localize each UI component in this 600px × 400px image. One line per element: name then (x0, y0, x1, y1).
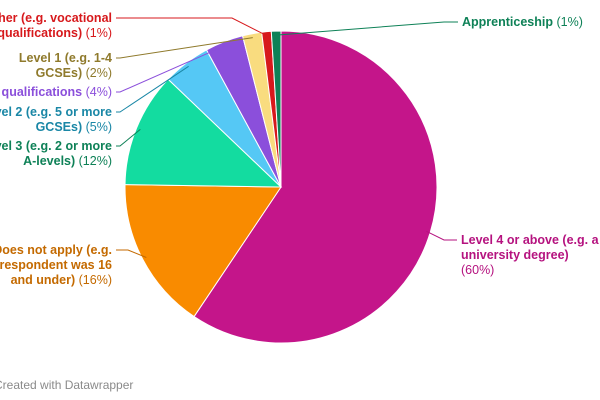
leader-line-no-qualifications (116, 45, 226, 93)
slice-label-level-1-e-g-1-4-gcses: Level 1 (e.g. 1-4 GCSEs) (2%) (19, 51, 112, 80)
slice-label-level-4-or-above-e-g-a-university-degree: Level 4 or above (e.g. a university degre… (461, 233, 600, 277)
leader-line-level-4-or-above-e-g-a-university-degree (426, 230, 457, 241)
leader-line-apprenticeship (276, 21, 458, 36)
pie-slice-level-3-e-g-2-or-more-a-levels (124, 78, 283, 188)
leader-line-does-not-apply-e-g-respondent-was-16-and (116, 249, 147, 258)
slice-label-no-qualifications: No qualifications (4%) (0, 85, 112, 99)
slice-label-does-not-apply-e-g-respondent-was-16-and: Does not apply (e.g. respondent was 16 and… (0, 243, 112, 287)
chart-footer: Created with Datawrapper (0, 378, 134, 392)
leader-line-level-2-e-g-5-or-more-gcses (116, 65, 189, 113)
leader-line-level-3-e-g-2-or-more-a-levels (116, 128, 141, 147)
leader-line-other-e-g-vocational-qualifications (116, 17, 268, 37)
slice-label-apprenticeship: Apprenticeship (1%) (462, 15, 583, 29)
pie-slice-level-4-or-above-e-g-a-university-degree (193, 30, 438, 344)
pie-slice-does-not-apply-e-g-respondent-was-16-and (124, 184, 282, 318)
pie-slice-apprenticeship (270, 30, 282, 188)
leader-line-level-1-e-g-1-4-gcses (116, 37, 253, 59)
